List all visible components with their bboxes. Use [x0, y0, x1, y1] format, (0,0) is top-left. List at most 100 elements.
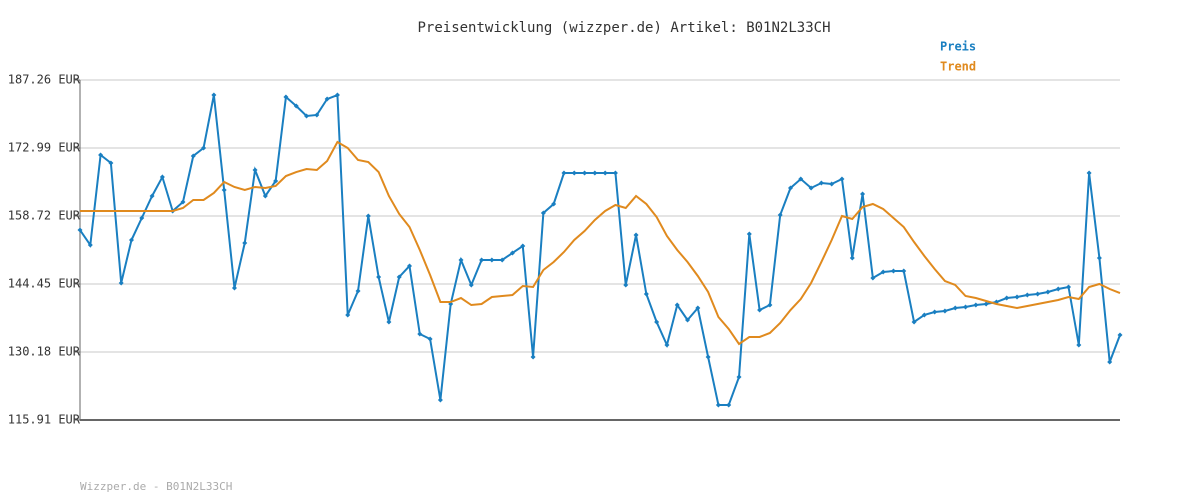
marker — [767, 302, 773, 308]
marker — [407, 263, 413, 269]
marker — [396, 274, 402, 280]
marker — [602, 170, 608, 176]
marker — [530, 354, 536, 360]
marker — [561, 170, 567, 176]
marker — [118, 280, 124, 286]
marker — [757, 307, 763, 313]
marker — [1014, 294, 1020, 300]
marker — [1086, 170, 1092, 176]
marker — [942, 308, 948, 314]
marker — [1096, 255, 1102, 261]
marker — [262, 193, 268, 199]
marker — [736, 374, 742, 380]
marker — [798, 176, 804, 182]
footer: Wizzper.de - B01N2L33CH — [80, 480, 232, 493]
y-tick-label: 158.72 EUR — [8, 209, 81, 223]
marker — [1024, 292, 1030, 298]
marker — [427, 336, 433, 342]
marker — [190, 153, 196, 159]
marker — [520, 243, 526, 249]
marker — [983, 301, 989, 307]
marker — [860, 191, 866, 197]
marker — [592, 170, 598, 176]
legend-label: Preis — [940, 40, 976, 54]
marker — [777, 212, 783, 218]
marker — [654, 319, 660, 325]
marker — [911, 319, 917, 325]
marker — [705, 354, 711, 360]
marker — [231, 285, 237, 291]
y-tick-label: 187.26 EUR — [8, 73, 81, 87]
marker — [963, 304, 969, 310]
marker — [273, 178, 279, 184]
marker — [87, 242, 93, 248]
marker — [921, 312, 927, 318]
marker — [149, 193, 155, 199]
marker — [365, 213, 371, 219]
marker — [715, 402, 721, 408]
marker — [283, 94, 289, 100]
marker — [324, 96, 330, 102]
marker — [674, 302, 680, 308]
chart-title: Preisentwicklung (wizzper.de) Artikel: B… — [417, 20, 830, 36]
marker — [386, 319, 392, 325]
marker — [623, 282, 629, 288]
marker — [376, 274, 382, 280]
marker — [551, 201, 557, 207]
marker — [1117, 332, 1123, 338]
marker — [159, 174, 165, 180]
marker — [293, 103, 299, 109]
marker — [98, 152, 104, 158]
marker — [571, 170, 577, 176]
marker — [664, 342, 670, 348]
marker — [839, 176, 845, 182]
marker — [211, 92, 217, 98]
marker — [952, 305, 958, 311]
y-tick-label: 144.45 EUR — [8, 277, 81, 291]
marker — [582, 170, 588, 176]
marker — [1066, 284, 1072, 290]
marker — [77, 227, 83, 233]
marker — [808, 185, 814, 191]
marker — [355, 288, 361, 294]
marker — [1076, 342, 1082, 348]
y-tick-label: 172.99 EUR — [8, 141, 81, 155]
marker — [437, 397, 443, 403]
marker — [726, 402, 732, 408]
y-tick-label: 115.91 EUR — [8, 413, 81, 427]
marker — [499, 257, 505, 263]
marker — [108, 160, 114, 166]
marker — [973, 302, 979, 308]
marker — [633, 232, 639, 238]
marker — [643, 291, 649, 297]
marker — [201, 145, 207, 151]
line-0 — [79, 93, 1121, 406]
line-1 — [80, 140, 1121, 346]
marker — [458, 257, 464, 263]
marker — [1035, 291, 1041, 297]
marker — [128, 237, 134, 243]
marker — [901, 268, 907, 274]
marker — [818, 180, 824, 186]
legend-label: Trend — [940, 60, 976, 74]
marker — [880, 269, 886, 275]
marker — [1107, 359, 1113, 365]
marker — [489, 257, 495, 263]
marker — [479, 257, 485, 263]
marker — [932, 309, 938, 315]
marker — [334, 92, 340, 98]
marker — [180, 199, 186, 205]
y-tick-label: 130.18 EUR — [8, 345, 81, 359]
marker — [746, 231, 752, 237]
marker — [314, 112, 320, 118]
marker — [221, 187, 227, 193]
marker — [685, 317, 691, 323]
marker — [787, 185, 793, 191]
marker — [540, 210, 546, 216]
marker — [612, 170, 618, 176]
marker — [890, 268, 896, 274]
marker — [242, 240, 248, 246]
marker — [417, 331, 423, 337]
marker — [1004, 295, 1010, 301]
